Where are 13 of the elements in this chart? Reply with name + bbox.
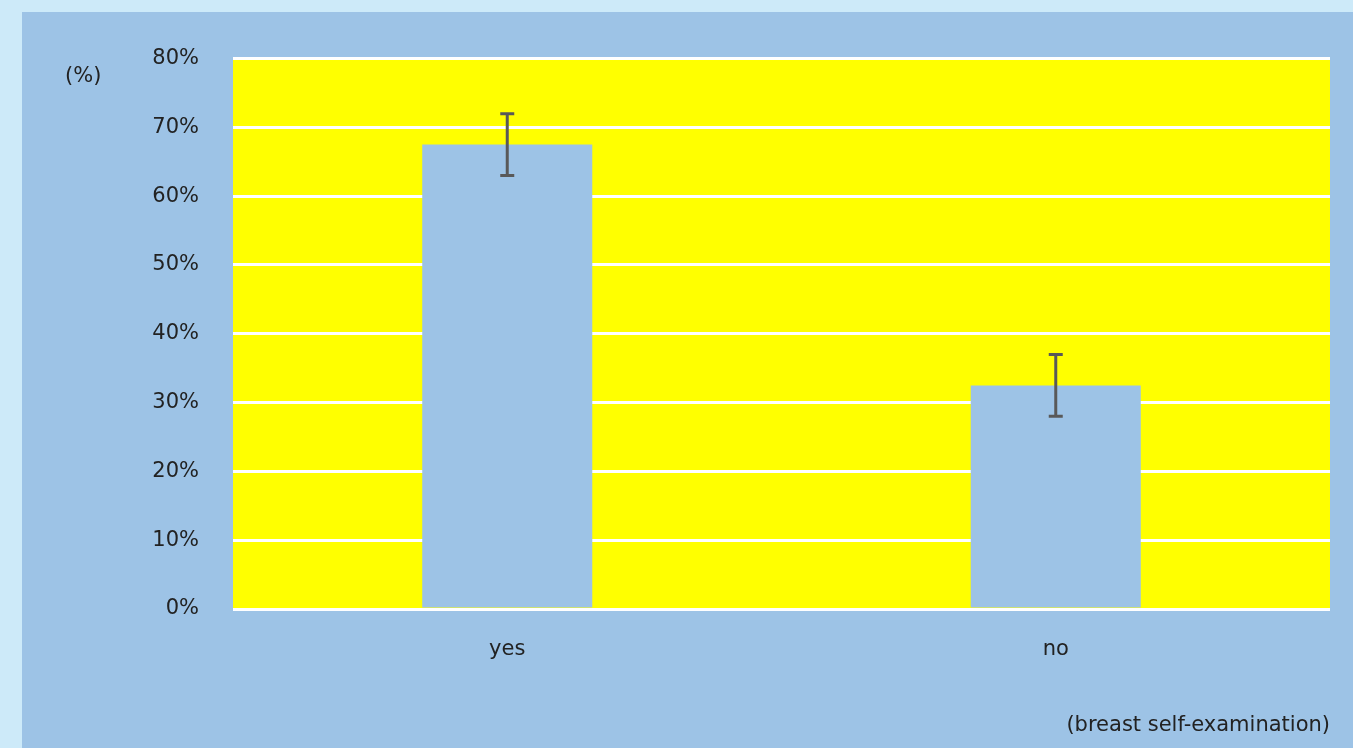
x-axis-title: (breast self-examination) xyxy=(1066,711,1330,736)
y-tick-label: 10% xyxy=(152,526,199,551)
y-tick-label: 20% xyxy=(152,457,199,482)
x-tick-label: no xyxy=(1042,636,1069,661)
y-tick-label: 70% xyxy=(152,113,199,138)
y-tick-label: 80% xyxy=(152,45,199,70)
y-tick-label: 60% xyxy=(152,182,199,207)
y-tick-label: 30% xyxy=(152,389,199,414)
y-tick-label: 40% xyxy=(152,320,199,345)
y-tick-label: 50% xyxy=(152,251,199,276)
y-axis-title: (%) xyxy=(65,63,102,88)
y-tick-label: 0% xyxy=(165,595,199,620)
x-tick-label: yes xyxy=(489,636,526,661)
